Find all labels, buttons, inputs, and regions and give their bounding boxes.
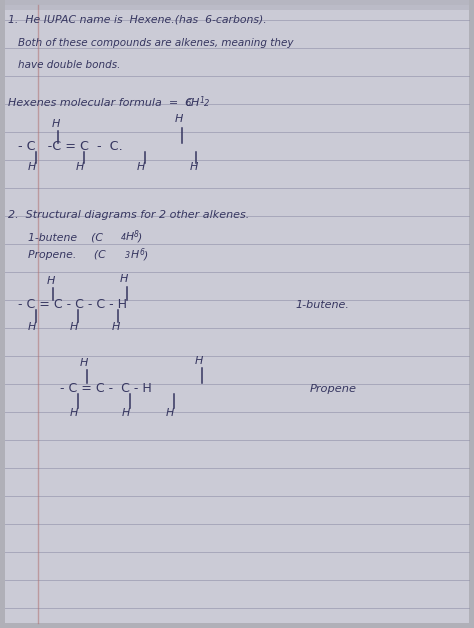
Text: H: H [137,162,146,172]
Text: 1: 1 [200,96,205,105]
Text: 8: 8 [134,230,139,239]
Text: ): ) [144,250,148,260]
Text: H: H [131,250,139,260]
Text: H: H [47,276,55,286]
Text: H: H [166,408,174,418]
Bar [295,5,353,623]
Text: H: H [120,274,128,284]
Bar [353,5,411,623]
Text: H: H [70,322,78,332]
Text: H: H [80,358,88,368]
Text: H: H [175,114,183,124]
Text: 6: 6 [185,99,191,108]
Text: 2.  Structural diagrams for 2 other alkenes.: 2. Structural diagrams for 2 other alken… [8,210,249,220]
Text: 6: 6 [140,248,145,257]
Text: - C = C - C - C - H: - C = C - C - C - H [18,298,127,311]
Text: H: H [52,119,60,129]
Text: - C   -C = C  -  C.: - C -C = C - C. [18,140,123,153]
Text: Propene: Propene [310,384,357,394]
Text: 4: 4 [121,233,126,242]
Text: Hexenes molecular formula  =  C: Hexenes molecular formula = C [8,98,193,108]
Text: - C = C -  C - H: - C = C - C - H [60,382,152,395]
Text: ): ) [138,232,142,242]
Text: H: H [70,408,78,418]
Bar [5,0,469,10]
Bar [63,5,121,623]
Text: H: H [76,162,84,172]
Text: H: H [126,232,134,242]
Text: Propene.     (C: Propene. (C [28,250,106,260]
Text: have double bonds.: have double bonds. [18,60,120,70]
Bar [179,5,237,623]
Text: H: H [190,162,199,172]
Text: H: H [28,322,36,332]
Text: 1-butene    (C: 1-butene (C [28,232,103,242]
Bar [5,5,63,623]
Text: H: H [28,162,36,172]
Text: H: H [191,98,200,108]
Text: 2: 2 [204,99,210,108]
Text: H: H [122,408,130,418]
Text: H: H [112,322,120,332]
Bar [411,5,469,623]
Bar [237,5,295,623]
Text: H: H [195,356,203,366]
Text: 3: 3 [125,251,130,260]
Bar [121,5,179,623]
Text: 1-butene.: 1-butene. [295,300,349,310]
Text: Both of these compounds are alkenes, meaning they: Both of these compounds are alkenes, mea… [18,38,293,48]
Text: 1.  He IUPAC name is  Hexene.(has  6-carbons).: 1. He IUPAC name is Hexene.(has 6-carbon… [8,14,267,24]
